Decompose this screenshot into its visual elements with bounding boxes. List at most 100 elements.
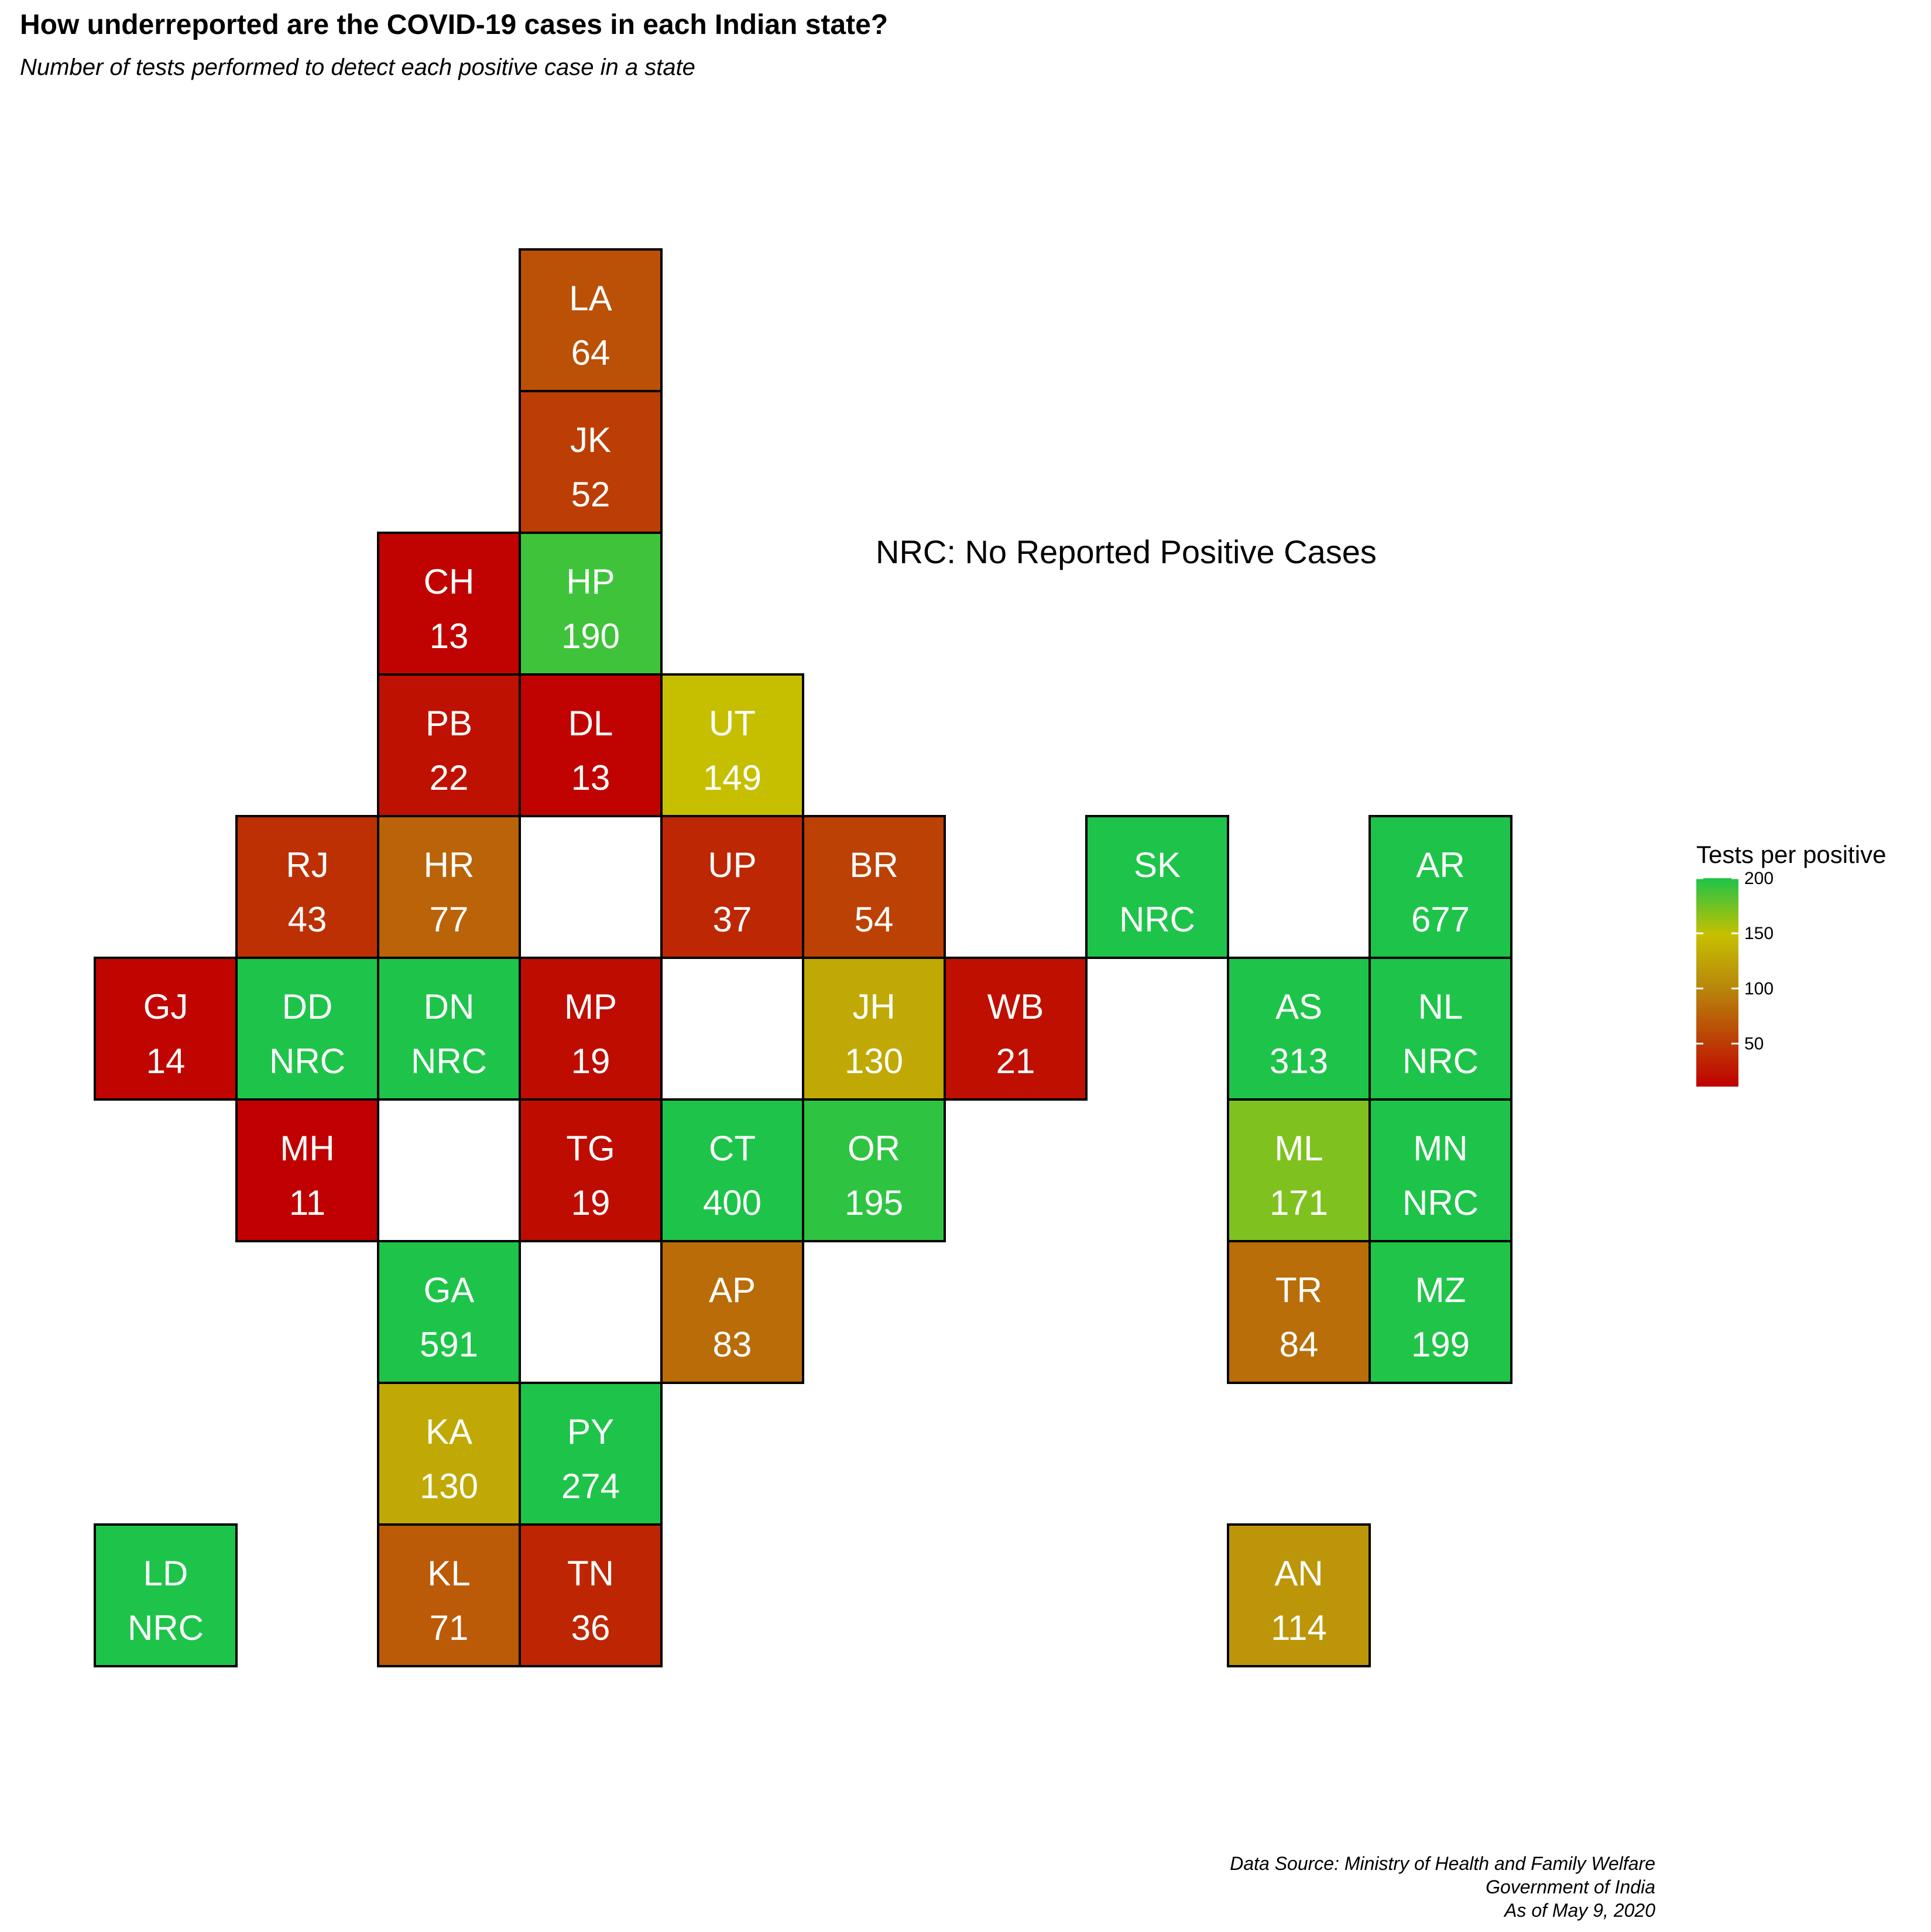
chart-subtitle: Number of tests performed to detect each… [20, 54, 695, 80]
tile-as: AS 313 [1227, 957, 1371, 1101]
tile-mn: MN NRC [1368, 1098, 1512, 1242]
legend-tick-label: 200 [1744, 869, 1774, 888]
tile-up: UP 37 [660, 815, 804, 959]
tile-value: 19 [571, 1042, 610, 1081]
tile-rect [519, 390, 663, 534]
nrc-note: NRC: No Reported Positive Cases [876, 533, 1377, 570]
tile-rj: RJ 43 [235, 815, 379, 959]
tile-rect [802, 1098, 946, 1242]
tile-value: 11 [289, 1183, 325, 1222]
tile-rect [235, 1098, 379, 1242]
tile-dd: DD NRC [235, 957, 379, 1101]
tile-rect [94, 957, 238, 1101]
tile-value: 36 [571, 1608, 610, 1647]
tile-la: LA 64 [519, 248, 663, 392]
tile-py: PY 274 [519, 1382, 663, 1526]
chart-title: How underreported are the COVID-19 cases… [20, 9, 888, 40]
tile-code: AN [1274, 1554, 1323, 1593]
tile-code: LA [569, 279, 612, 318]
tile-value: 171 [1270, 1183, 1328, 1222]
tile-value: 130 [420, 1467, 478, 1506]
tile-rect [1227, 957, 1371, 1101]
caption-source: Data Source: Ministry of Health and Fami… [1230, 1853, 1655, 1874]
legend: Tests per positive 200 150 100 50 [1696, 841, 1886, 1087]
tile-value: 64 [571, 333, 610, 372]
tile-rect [519, 1382, 663, 1526]
tile-value: 77 [430, 900, 469, 939]
tiles-layer: LA 64 JK 52 CH 13 HP 190 PB 22 DL 13 UT 149 RJ 43 HR 77 UP… [94, 248, 1512, 1667]
tile-code: WB [987, 987, 1044, 1026]
tile-rect [519, 532, 663, 676]
tile-pb: PB 22 [377, 673, 521, 817]
tile-ka: KA 130 [377, 1382, 521, 1526]
tile-jk: JK 52 [519, 390, 663, 534]
tile-code: DN [424, 987, 475, 1026]
tile-value: 54 [855, 900, 894, 939]
tile-code: JH [852, 987, 895, 1026]
caption-government: Government of India [1486, 1876, 1655, 1897]
tile-code: MP [564, 987, 617, 1026]
tile-value: 591 [420, 1325, 478, 1364]
tile-ct: CT 400 [660, 1098, 804, 1242]
tile-code: JK [570, 420, 611, 460]
tile-rect [377, 532, 521, 676]
tile-code: AP [709, 1270, 756, 1310]
tile-code: CH [424, 562, 475, 601]
legend-tick-label: 150 [1744, 924, 1774, 943]
tile-code: AR [1416, 845, 1464, 885]
tile-hp: HP 190 [519, 532, 663, 676]
tile-jh: JH 130 [802, 957, 946, 1101]
tile-code: MZ [1415, 1270, 1466, 1310]
tile-tg: TG 19 [519, 1098, 663, 1242]
tile-rect [235, 815, 379, 959]
tile-code: SK [1134, 845, 1181, 885]
tile-code: ML [1274, 1129, 1323, 1168]
tile-code: MH [280, 1129, 334, 1168]
legend-ticks: 200 150 100 50 [1696, 869, 1774, 1054]
tile-kl: KL 71 [377, 1523, 521, 1667]
tile-value: 71 [430, 1608, 469, 1647]
tile-code: BR [849, 845, 898, 885]
tile-rect [802, 815, 946, 959]
tile-br: BR 54 [802, 815, 946, 959]
tile-code: RJ [286, 845, 328, 885]
tile-code: DD [282, 987, 333, 1026]
tile-code: KL [427, 1554, 470, 1593]
tile-value: 199 [1411, 1325, 1470, 1364]
tile-code: HP [566, 562, 615, 601]
tile-rect [377, 957, 521, 1101]
tile-rect [1085, 815, 1229, 959]
tile-value: 149 [703, 758, 762, 797]
tile-ga: GA 591 [377, 1240, 521, 1384]
tile-code: TG [566, 1129, 615, 1168]
tile-code: HR [424, 845, 475, 885]
tile-value: 130 [845, 1042, 903, 1081]
tile-value: 22 [430, 758, 469, 797]
tile-dl: DL 13 [519, 673, 663, 817]
tile-value: 13 [430, 616, 469, 656]
tile-value: 84 [1280, 1325, 1319, 1364]
tile-rect [94, 1523, 238, 1667]
tile-ar: AR 677 [1368, 815, 1512, 959]
tile-code: OR [848, 1129, 900, 1168]
tile-code: AS [1275, 987, 1322, 1026]
tile-value: 14 [146, 1042, 186, 1081]
tile-gj: GJ 14 [94, 957, 238, 1101]
tile-value: 83 [713, 1325, 752, 1364]
tile-value: 52 [571, 475, 610, 514]
tile-code: GJ [143, 987, 188, 1026]
tile-value: 13 [571, 758, 610, 797]
tile-rect [519, 1098, 663, 1242]
tile-dn: DN NRC [377, 957, 521, 1101]
tile-nl: NL NRC [1368, 957, 1512, 1101]
tile-rect [377, 1523, 521, 1667]
tile-rect [944, 957, 1088, 1101]
caption-date: As of May 9, 2020 [1503, 1900, 1655, 1921]
tile-value: 43 [288, 900, 327, 939]
tile-ut: UT 149 [660, 673, 804, 817]
tile-value: NRC [1119, 900, 1195, 939]
tile-rect [660, 815, 804, 959]
tile-value: NRC [128, 1608, 204, 1647]
tile-value: 37 [713, 900, 752, 939]
